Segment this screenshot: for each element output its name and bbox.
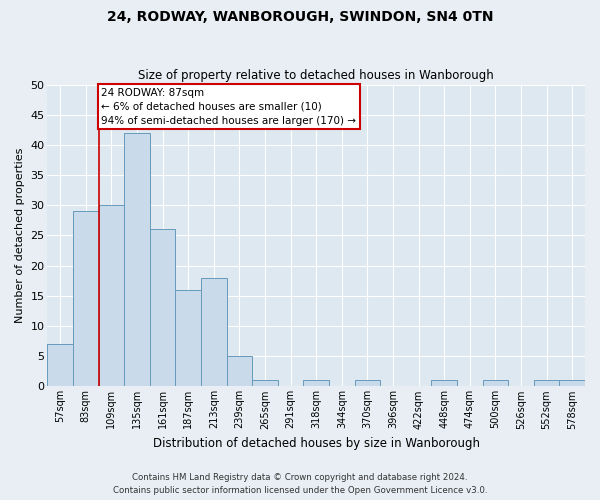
Bar — [73, 212, 98, 386]
Text: 24 RODWAY: 87sqm
← 6% of detached houses are smaller (10)
94% of semi-detached h: 24 RODWAY: 87sqm ← 6% of detached houses… — [101, 88, 356, 126]
Bar — [124, 133, 150, 386]
Bar — [559, 380, 585, 386]
Bar — [431, 380, 457, 386]
Text: 24, RODWAY, WANBOROUGH, SWINDON, SN4 0TN: 24, RODWAY, WANBOROUGH, SWINDON, SN4 0TN — [107, 10, 493, 24]
Bar — [150, 230, 175, 386]
Bar — [534, 380, 559, 386]
Bar — [201, 278, 227, 386]
Y-axis label: Number of detached properties: Number of detached properties — [15, 148, 25, 323]
Bar — [47, 344, 73, 387]
Bar — [227, 356, 252, 386]
Text: Contains HM Land Registry data © Crown copyright and database right 2024.
Contai: Contains HM Land Registry data © Crown c… — [113, 473, 487, 495]
X-axis label: Distribution of detached houses by size in Wanborough: Distribution of detached houses by size … — [153, 437, 480, 450]
Bar — [355, 380, 380, 386]
Bar — [482, 380, 508, 386]
Title: Size of property relative to detached houses in Wanborough: Size of property relative to detached ho… — [139, 69, 494, 82]
Bar — [304, 380, 329, 386]
Bar — [252, 380, 278, 386]
Bar — [98, 206, 124, 386]
Bar — [175, 290, 201, 386]
